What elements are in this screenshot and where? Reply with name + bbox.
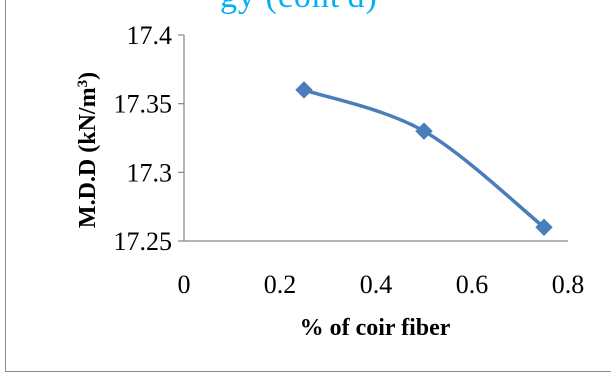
x-axis-label: % of coir fiber: [300, 315, 451, 341]
data-point-marker: [295, 81, 313, 99]
data-point-marker: [535, 218, 553, 236]
y-tick-label: 17.3: [127, 158, 173, 187]
series-group: [295, 81, 553, 236]
y-tick-label: 17.25: [114, 227, 173, 256]
x-tick-label: 0.8: [552, 270, 585, 299]
y-tick-label: 17.35: [114, 90, 173, 119]
y-tick-labels: 17.25 17.3 17.35 17.4: [114, 21, 173, 256]
cropped-header-text: gy (cont'd): [220, 0, 378, 16]
series-line: [302, 88, 546, 230]
x-tick-label: 0.4: [360, 270, 393, 299]
x-tick-label: 0.2: [264, 270, 297, 299]
chart-frame: [5, 0, 611, 372]
x-tick-label: 0: [178, 270, 191, 299]
y-axis-label: M.D.D (kN/m3): [75, 72, 101, 228]
data-point-marker: [415, 122, 433, 140]
y-tick-label: 17.4: [127, 21, 173, 50]
axes: [178, 34, 568, 242]
x-tick-labels: 0 0.2 0.4 0.6 0.8: [178, 270, 585, 299]
x-tick-label: 0.6: [456, 270, 489, 299]
